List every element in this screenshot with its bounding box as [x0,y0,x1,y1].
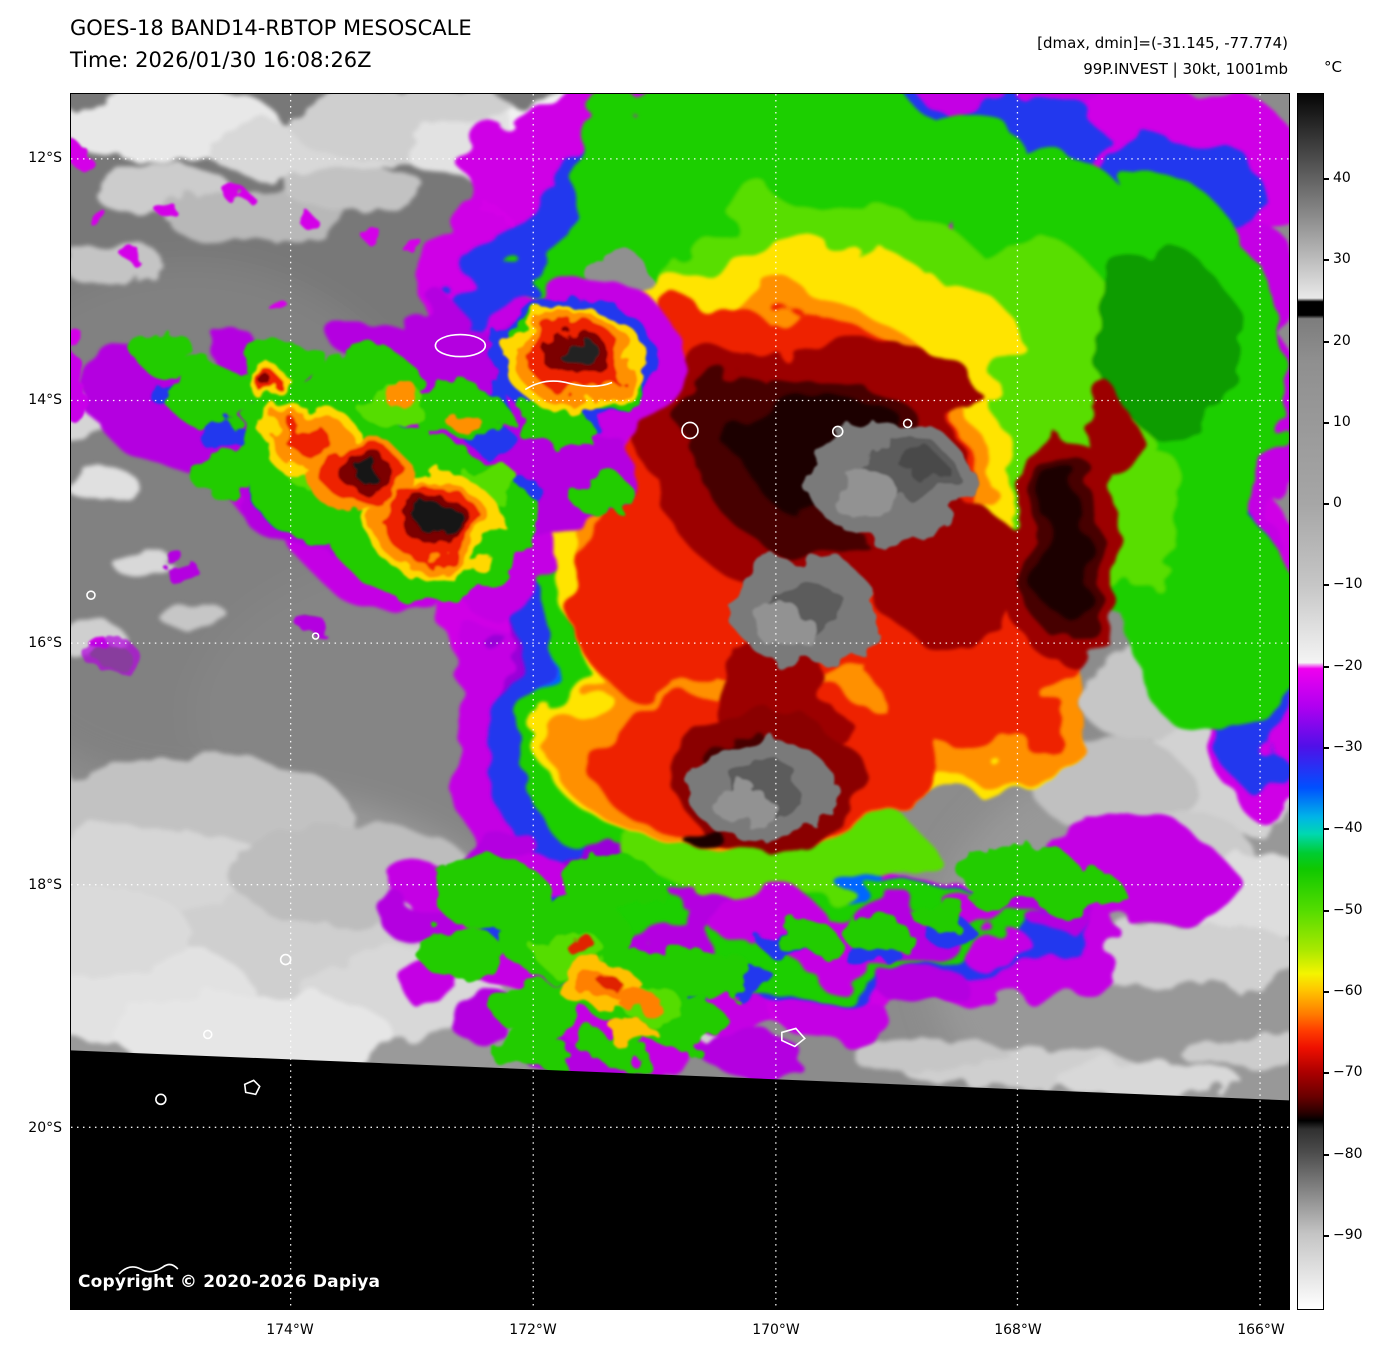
purple-specks [71,144,506,674]
colorbar-tick [1323,259,1329,261]
lon-label: 170°W [752,1322,800,1338]
colorbar-tick-label: −80 [1333,1146,1363,1162]
gridlines [71,94,1289,1309]
colorbar-tick [1323,1154,1329,1156]
colorbar-tick-label: −30 [1333,739,1363,755]
colorbar-tick [1323,584,1329,586]
lon-label: 174°W [266,1322,314,1338]
colorbar-tick-label: 40 [1333,170,1351,186]
lon-label: 172°W [509,1322,557,1338]
header-left: GOES-18 BAND14-RBTOP MESOSCALE Time: 202… [70,12,472,76]
colorbar-tick [1323,503,1329,505]
colorbar-tick [1323,341,1329,343]
south-band-warm [558,933,656,1047]
colorbar-tick-label: −40 [1333,820,1363,836]
colorbar-tick [1323,1072,1329,1074]
colorbar-tick-label: 30 [1333,251,1351,267]
colorbar-tick [1323,991,1329,993]
page-title: GOES-18 BAND14-RBTOP MESOSCALE [70,16,472,40]
colorbar-unit-label: °C [1324,58,1342,76]
colorbar [1297,93,1324,1310]
colorbar-tick [1323,747,1329,749]
lon-label: 168°W [994,1322,1042,1338]
lat-label: 20°S [28,1120,62,1136]
overshooting-top-gray-cores [688,420,972,843]
colorbar-tick-label: −90 [1333,1227,1363,1243]
colorbar-tick-label: −10 [1333,576,1363,592]
dmax-dmin-annotation: [dmax, dmin]=(-31.145, -77.774) [1037,34,1288,52]
timestamp: Time: 2026/01/30 16:08:26Z [70,48,372,72]
colorbar-tick [1323,1235,1329,1237]
colorbar-tick [1323,422,1329,424]
colorbar-tick-label: 20 [1333,333,1351,349]
copyright-text: Copyright © 2020-2026 Dapiya [78,1272,381,1292]
colorbar-tick [1323,666,1329,668]
colorbar-tick [1323,178,1329,180]
satellite-imagery [71,94,1289,1309]
storm-info-annotation: 99P.INVEST | 30kt, 1001mb [1083,60,1288,78]
colorbar-tick-label: 0 [1333,495,1342,511]
lon-label: 166°W [1237,1322,1285,1338]
no-data-region [71,1050,1289,1309]
colorbar-tick [1323,910,1329,912]
coastline-outlines [86,333,913,1275]
colorbar-tick-label: −20 [1333,658,1363,674]
lat-label: 18°S [28,877,62,893]
colorbar-tick-label: −50 [1333,902,1363,918]
lat-label: 16°S [28,635,62,651]
west-cells-warm [249,305,646,576]
colorbar-tick [1323,828,1329,830]
map-canvas [70,93,1290,1310]
colorbar-tick-label: −70 [1333,1064,1363,1080]
colorbar-tick-label: 10 [1333,414,1351,430]
lat-label: 12°S [28,150,62,166]
lat-label: 14°S [28,392,62,408]
colorbar-tick-label: −60 [1333,983,1363,999]
header-right: [dmax, dmin]=(-31.145, -77.774) 99P.INVE… [1037,30,1288,82]
